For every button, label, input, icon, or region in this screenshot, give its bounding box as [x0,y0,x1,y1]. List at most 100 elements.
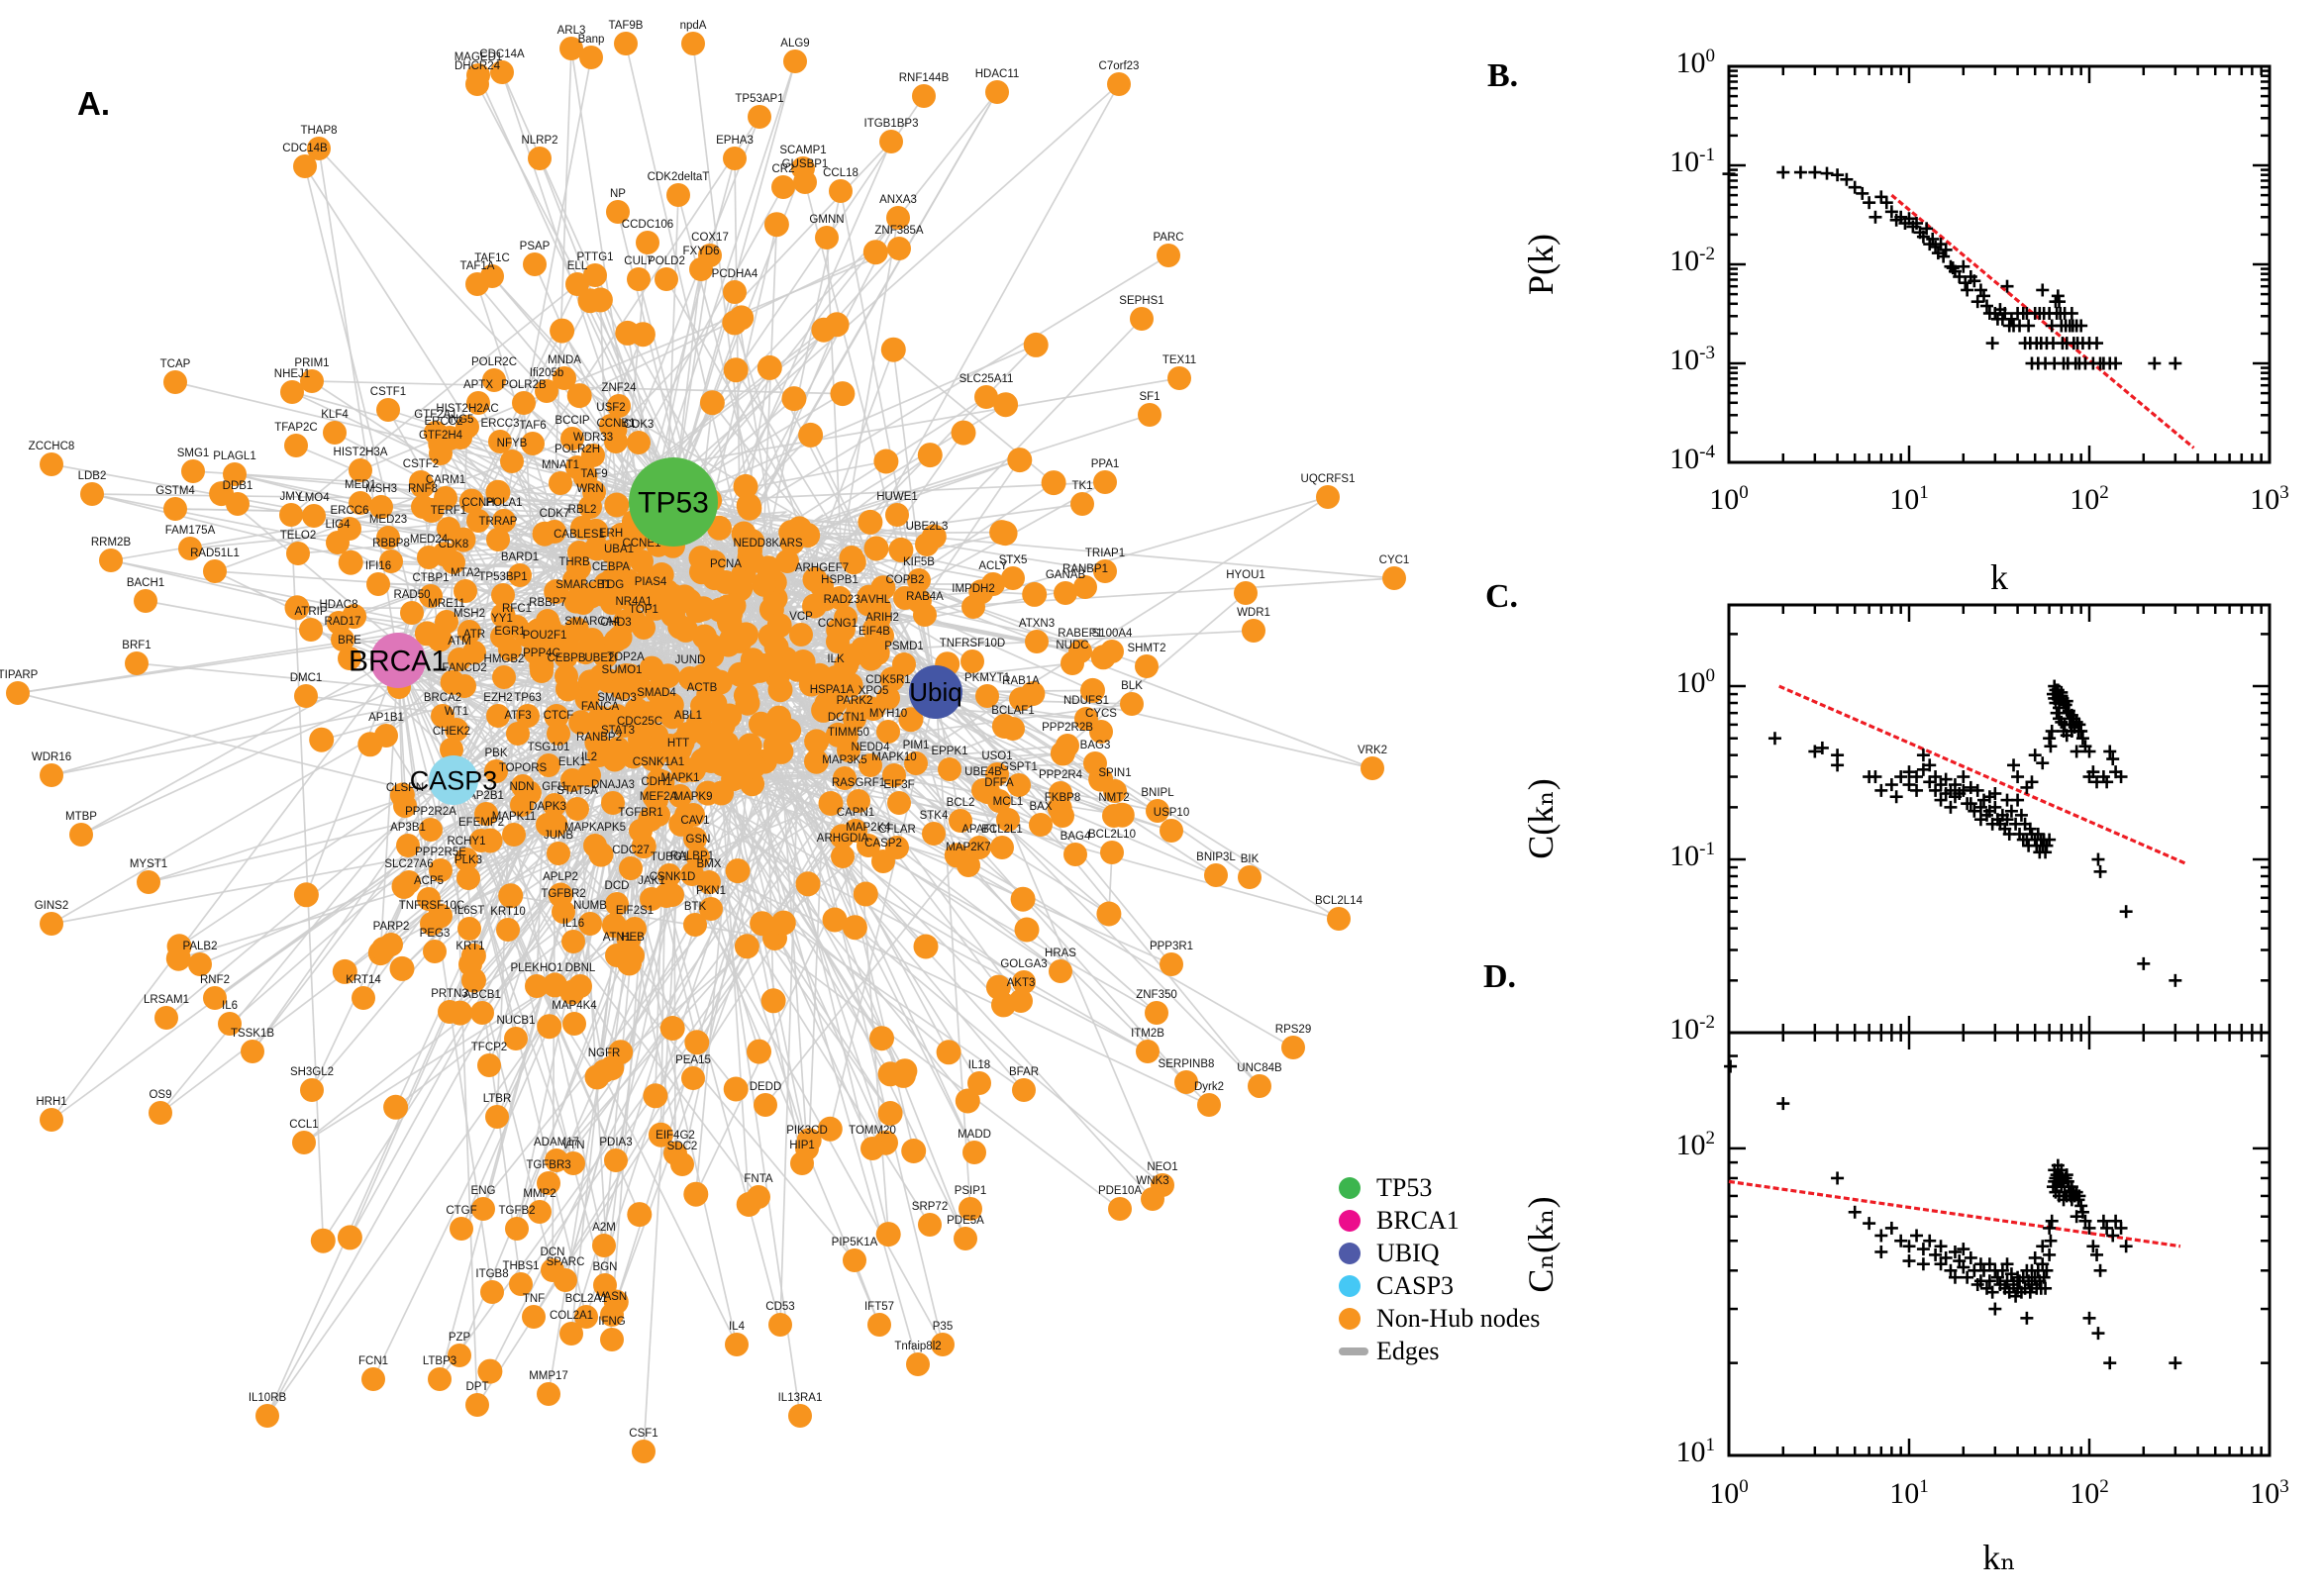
network-node [610,676,634,700]
network-node [379,933,403,956]
network-node-label: ARHGDIA [817,833,869,845]
network-node [877,1101,903,1126]
network-node [829,179,853,203]
network-node [885,503,909,527]
network-node [574,1305,598,1329]
network-node-label: WNK3 [1136,1175,1168,1187]
network-node [400,601,424,625]
network-node [1136,1040,1160,1063]
network-node-label: AKT3 [1007,977,1036,989]
network-node [882,763,906,787]
network-node [990,836,1014,859]
network-node-label: THRB [558,556,590,568]
network-node [828,586,852,610]
network-node-label: LDB2 [78,470,107,482]
network-node [627,431,651,454]
network-node [723,280,747,304]
network-node-label: BGN [593,1261,618,1273]
network-node [858,509,883,535]
network-node [628,728,652,751]
network-node-label: MAP2K4 [846,822,891,834]
network-node [1073,575,1097,599]
network-node [723,147,747,170]
network-node-label: ANXA3 [879,194,917,206]
network-node-label: NUDC [1056,640,1088,651]
network-node [648,1122,673,1147]
network-node [1022,581,1048,607]
network-node [892,1058,918,1084]
network-node [748,105,771,129]
network-node-label: THBS1 [502,1260,539,1272]
network-node-label: ATF3 [504,710,531,722]
network-node-label: BACH1 [127,577,164,589]
network-node-label: BCL2A1 [565,1293,608,1305]
network-node-label: PARP2 [373,921,410,933]
network-node-label: EPHA3 [716,135,754,147]
network-node [632,616,656,640]
network-hubs-layer: TP53 BRCA1 CASP3 Ubiq [349,457,962,805]
network-node [936,1040,961,1065]
network-node [488,430,512,453]
network-node-label: RAD23A [824,594,868,606]
network-node [857,834,880,857]
network-node-label: ERH [599,528,623,540]
network-node [606,737,630,760]
y-axis-label-b: P(k) [1521,234,1561,295]
network-node [486,704,510,728]
network-node [1001,566,1025,590]
network-node [578,912,602,936]
network-node [457,917,481,941]
network-node-label: EZH2 [483,692,512,704]
network-node-label: BAX [1029,801,1052,813]
network-node [469,829,493,852]
network-node [542,972,567,998]
network-node-label: TAF1A [460,260,495,272]
network-node-label: SMAD3 [597,692,637,704]
network-node-label: TK1 [1071,480,1092,492]
network-node-label: ACTB [687,682,718,694]
network-node [1100,640,1124,663]
network-node-label: EGR1 [494,626,525,638]
network-node-label: NUCB1 [497,1015,536,1027]
network-node-label: BCL2L10 [1088,829,1136,841]
network-node [567,541,591,564]
network-node [779,530,805,555]
network-node [6,681,30,705]
network-node [961,595,985,619]
network-node-label: PPP3R1 [1150,941,1193,952]
network-edge [802,344,1037,586]
network-node [554,1268,577,1292]
hub-label-tp53: TP53 [638,487,709,520]
network-node-label: TOMM20 [849,1125,896,1137]
network-edge [453,779,478,1406]
network-node-label: POLD2 [648,255,685,267]
network-node [423,940,447,963]
network-node [537,1382,560,1406]
y-axis-label-d: Cₙ(kₙ) [1521,1195,1561,1293]
network-node-label: ATR [463,629,485,641]
network-node [454,579,477,603]
network-node [892,652,916,676]
network-node [627,267,651,291]
network-node-label: POLR2C [471,356,517,368]
network-node-label: KARS [771,538,803,549]
network-node-label: BRCA2 [424,692,461,704]
network-node [450,1217,473,1241]
network-node-label: PCNA [710,558,742,570]
network-node [1080,677,1105,703]
brca1-dot-icon [1339,1209,1361,1232]
network-edge [672,344,1037,503]
network-node [571,591,595,615]
network-node [683,1181,709,1207]
network-node [1049,781,1072,805]
network-node [434,486,457,510]
x-tick-label: 100 [1709,482,1749,516]
network-node-label: TRRAP [479,516,518,528]
network-node [465,272,489,296]
network-node-label: BNIPL [1141,787,1174,799]
network-node-label: TGFB2 [498,1205,535,1217]
network-node-label: POLR2H [555,444,600,455]
network-node [1100,841,1124,864]
network-node-label: BAG4 [1060,831,1091,843]
network-node-label: BMX [697,858,722,870]
